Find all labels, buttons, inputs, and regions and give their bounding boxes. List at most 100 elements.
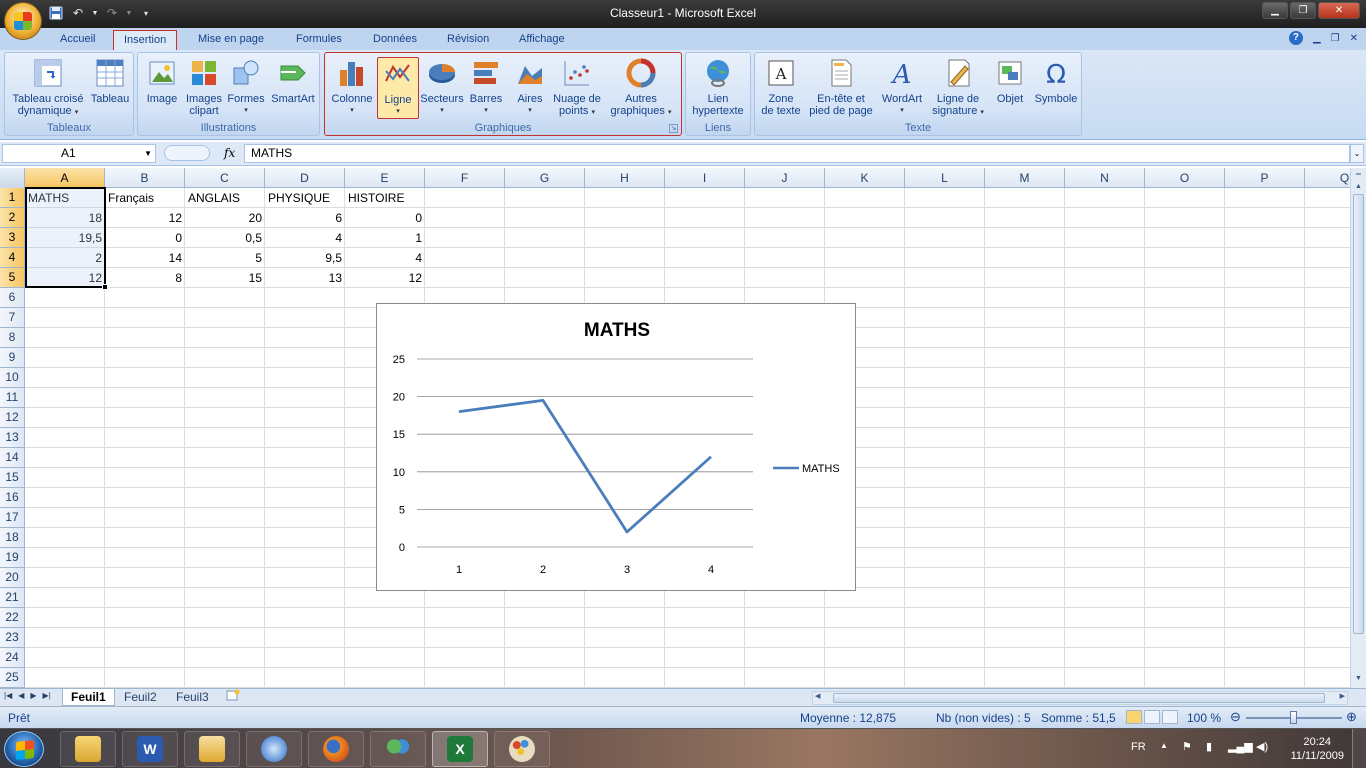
- zoom-slider-thumb[interactable]: [1290, 711, 1297, 724]
- clock[interactable]: 20:24 11/11/2009: [1291, 735, 1344, 763]
- tab-affichage[interactable]: Affichage: [519, 33, 565, 45]
- insert-sheet-icon[interactable]: [220, 689, 246, 706]
- row-header-17[interactable]: 17: [0, 508, 25, 528]
- row-header-8[interactable]: 8: [0, 328, 25, 348]
- column-header-p[interactable]: P: [1225, 168, 1305, 188]
- cell-b1[interactable]: Français: [108, 191, 155, 205]
- cell-b4[interactable]: 14: [168, 251, 182, 265]
- row-header-5[interactable]: 5: [0, 268, 25, 288]
- column-header-h[interactable]: H: [585, 168, 665, 188]
- bar-chart-button[interactable]: Barres ▾: [465, 57, 507, 117]
- page-layout-view-icon[interactable]: [1144, 710, 1160, 724]
- scroll-up-icon[interactable]: ▲: [1355, 183, 1362, 190]
- cell-a3[interactable]: 19,5: [78, 231, 102, 245]
- sheet-tab-feuil2[interactable]: Feuil2: [124, 690, 157, 704]
- cell-c2[interactable]: 20: [248, 211, 262, 225]
- cell-b2[interactable]: 12: [168, 211, 182, 225]
- symbol-button[interactable]: Ω Symbole: [1031, 57, 1081, 105]
- normal-view-icon[interactable]: [1126, 710, 1142, 724]
- tab-donnees[interactable]: Données: [373, 33, 418, 45]
- last-sheet-icon[interactable]: ▶|: [42, 691, 51, 700]
- sheet-tab-feuil3[interactable]: Feuil3: [176, 690, 209, 704]
- undo-dropdown-icon[interactable]: ▼: [91, 9, 99, 17]
- network-icon[interactable]: ▂▄▆: [1228, 741, 1253, 753]
- column-header-d[interactable]: D: [265, 168, 345, 188]
- cells-area[interactable]: MATHS Français ANGLAIS PHYSIQUE HISTOIRE 18 12…: [25, 188, 1350, 688]
- horizontal-scroll-thumb[interactable]: [833, 693, 1325, 703]
- sheet-tab-feuil1[interactable]: Feuil1: [62, 689, 115, 706]
- cell-c5[interactable]: 15: [248, 271, 262, 285]
- object-button[interactable]: Objet: [989, 57, 1031, 105]
- name-box[interactable]: A1 ▼: [2, 144, 156, 163]
- row-header-25[interactable]: 25: [0, 668, 25, 688]
- cell-e1[interactable]: HISTOIRE: [348, 191, 405, 205]
- row-header-24[interactable]: 24: [0, 648, 25, 668]
- scroll-left-icon[interactable]: ◀: [815, 693, 821, 700]
- insert-function-icon[interactable]: fx: [224, 146, 236, 160]
- series-line-maths[interactable]: [458, 398, 712, 534]
- cell-d5[interactable]: 13: [328, 271, 342, 285]
- row-header-18[interactable]: 18: [0, 528, 25, 548]
- power-icon[interactable]: ▮: [1206, 741, 1213, 753]
- taskbar-explorer[interactable]: [60, 731, 116, 767]
- column-header-a[interactable]: A: [25, 168, 105, 188]
- row-header-13[interactable]: 13: [0, 428, 25, 448]
- tab-accueil[interactable]: Accueil: [60, 33, 96, 45]
- formula-splitter-icon[interactable]: [164, 145, 210, 161]
- tab-mise-en-page[interactable]: Mise en page: [198, 33, 265, 45]
- column-header-b[interactable]: B: [105, 168, 185, 188]
- cell-c3[interactable]: 0,5: [245, 231, 262, 245]
- row-header-14[interactable]: 14: [0, 448, 25, 468]
- row-header-1[interactable]: 1: [0, 188, 25, 208]
- hyperlink-button[interactable]: Lien hypertexte: [688, 57, 748, 117]
- row-header-3[interactable]: 3: [0, 228, 25, 248]
- text-box-button[interactable]: A Zone de texte: [757, 57, 805, 117]
- language-indicator[interactable]: FR: [1131, 741, 1146, 753]
- column-header-i[interactable]: I: [665, 168, 745, 188]
- cell-b5[interactable]: 8: [175, 271, 182, 285]
- charts-dialog-launcher-icon[interactable]: ↘: [669, 124, 678, 133]
- cell-b3[interactable]: 0: [175, 231, 182, 245]
- workbook-close-icon[interactable]: ✕: [1349, 32, 1358, 44]
- vertical-scrollbar[interactable]: ═ ▲ ▼: [1350, 168, 1366, 688]
- vertical-scroll-thumb[interactable]: [1353, 194, 1364, 634]
- scroll-down-icon[interactable]: ▼: [1355, 675, 1362, 682]
- scroll-right-icon[interactable]: ▶: [1339, 693, 1345, 700]
- cell-d3[interactable]: 4: [335, 231, 342, 245]
- other-charts-button[interactable]: Autres graphiques ▾: [607, 57, 675, 119]
- cell-a4[interactable]: 2: [95, 251, 102, 265]
- column-header-m[interactable]: M: [985, 168, 1065, 188]
- redo-icon[interactable]: ↷: [106, 6, 118, 20]
- row-header-20[interactable]: 20: [0, 568, 25, 588]
- help-icon[interactable]: ?: [1288, 31, 1303, 45]
- cell-e2[interactable]: 0: [415, 211, 422, 225]
- taskbar-firefox[interactable]: [308, 731, 364, 767]
- split-vertical-handle[interactable]: ═: [1356, 171, 1361, 178]
- row-header-16[interactable]: 16: [0, 488, 25, 508]
- row-header-10[interactable]: 10: [0, 368, 25, 388]
- zoom-in-icon[interactable]: ⊕: [1346, 709, 1357, 724]
- cell-d1[interactable]: PHYSIQUE: [268, 191, 331, 205]
- cell-a2[interactable]: 18: [88, 211, 102, 225]
- row-header-15[interactable]: 15: [0, 468, 25, 488]
- tab-formules[interactable]: Formules: [296, 33, 342, 45]
- cell-c4[interactable]: 5: [255, 251, 262, 265]
- row-header-4[interactable]: 4: [0, 248, 25, 268]
- scatter-chart-button[interactable]: Nuage de points ▾: [551, 57, 603, 119]
- cell-a1[interactable]: MATHS: [28, 191, 70, 205]
- table-button[interactable]: Tableau: [87, 57, 133, 105]
- chart-legend[interactable]: MATHS: [773, 463, 840, 475]
- column-header-q[interactable]: Q: [1305, 168, 1350, 188]
- row-header-11[interactable]: 11: [0, 388, 25, 408]
- cell-e4[interactable]: 4: [415, 251, 422, 265]
- maximize-button[interactable]: ❐: [1290, 2, 1316, 19]
- tab-insertion[interactable]: Insertion: [113, 30, 178, 50]
- row-header-21[interactable]: 21: [0, 588, 25, 608]
- shapes-button[interactable]: Formes ▾: [226, 57, 266, 117]
- wordart-button[interactable]: A WordArt ▾: [877, 57, 927, 117]
- name-box-dropdown-icon[interactable]: ▼: [144, 149, 152, 158]
- smartart-button[interactable]: SmartArt: [268, 57, 318, 105]
- cell-e3[interactable]: 1: [415, 231, 422, 245]
- line-chart-button[interactable]: Ligne ▾: [377, 57, 419, 119]
- taskbar-excel[interactable]: X: [432, 731, 488, 767]
